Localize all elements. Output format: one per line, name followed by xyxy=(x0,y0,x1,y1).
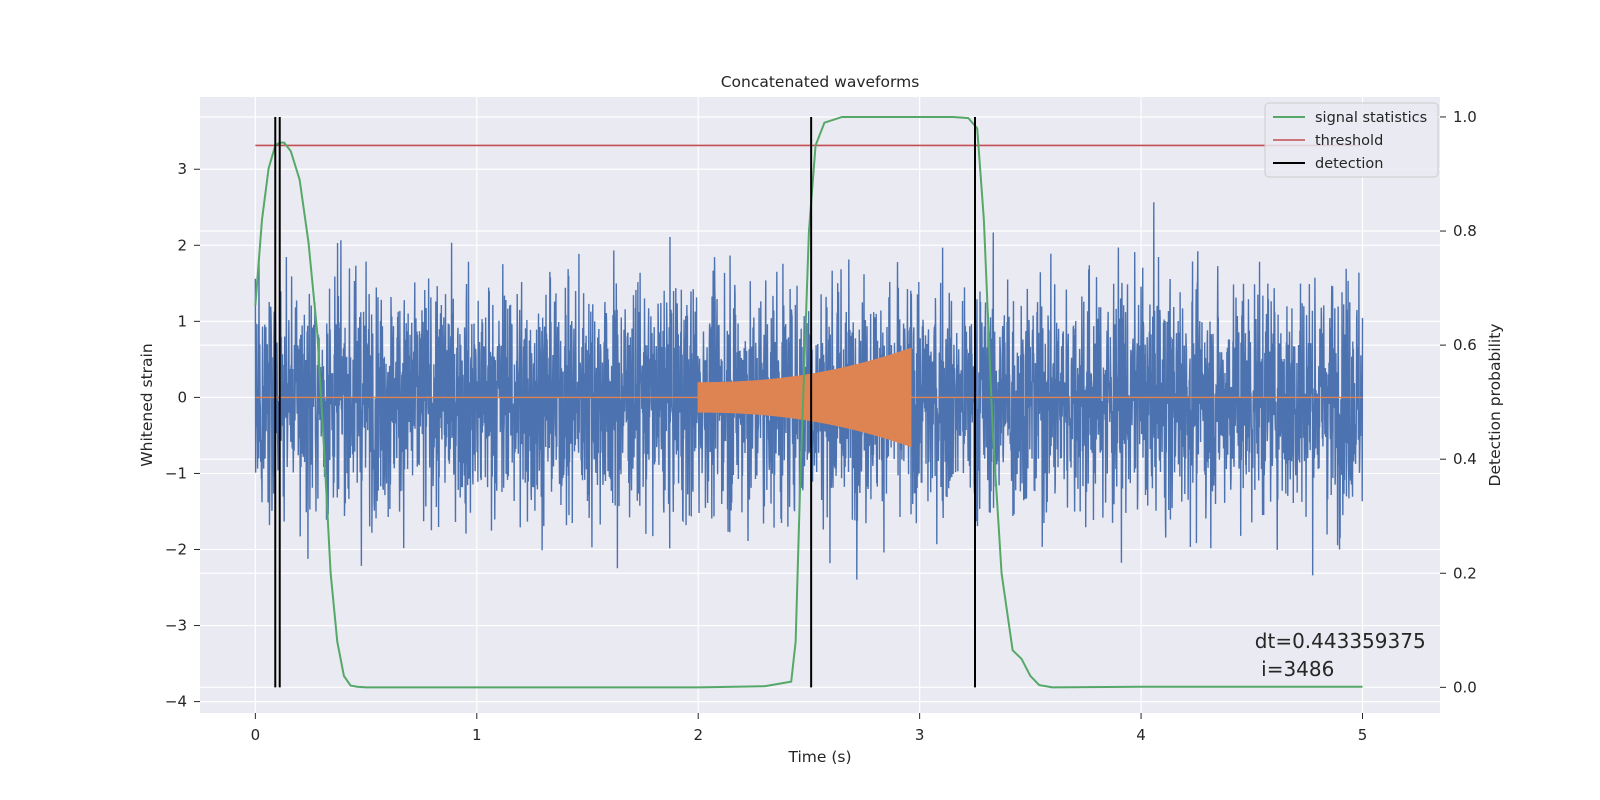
x-axis-label: Time (s) xyxy=(787,748,851,766)
y-axis-right-label: Detection probability xyxy=(1486,324,1504,487)
x-tick-label: 4 xyxy=(1136,726,1146,744)
y-tick-label: 2 xyxy=(177,236,187,254)
legend-label-signal-statistics: signal statistics xyxy=(1315,110,1427,126)
marks xyxy=(254,115,1363,689)
y-tick-label: −2 xyxy=(165,540,187,558)
y-tick-label: 1 xyxy=(177,312,187,330)
y-right-tick-label: 1.0 xyxy=(1453,108,1477,126)
legend-label-detection: detection xyxy=(1315,156,1383,172)
y-tick-label: −1 xyxy=(165,464,187,482)
y-right-tick-label: 0.2 xyxy=(1453,564,1477,582)
x-tick-label: 3 xyxy=(915,726,925,744)
x-tick-label: 0 xyxy=(251,726,261,744)
ticks: 0 1 2 3 4 5 −4 −3 −2 −1 0 1 2 3 0.0 0.2 0.4 0.6 0.8 1.0 xyxy=(165,108,1477,744)
x-tick-label: 2 xyxy=(693,726,703,744)
y-right-tick-label: 0.4 xyxy=(1453,450,1477,468)
x-tick-label: 1 xyxy=(472,726,482,744)
chart-title: Concatenated waveforms xyxy=(721,73,920,91)
legend: signal statistics threshold detection xyxy=(1264,102,1439,178)
y-tick-label: 0 xyxy=(177,388,187,406)
legend-label-threshold: threshold xyxy=(1315,133,1383,149)
annotation-dt: dt=0.443359375 xyxy=(1255,629,1426,653)
y-right-tick-label: 0.6 xyxy=(1453,336,1477,354)
annotation-index: i=3486 xyxy=(1255,657,1335,681)
y-tick-label: 3 xyxy=(177,160,187,178)
y-tick-label: −3 xyxy=(165,617,187,635)
y-tick-label: −4 xyxy=(165,693,187,711)
y-right-tick-label: 0.0 xyxy=(1453,678,1477,696)
y-axis-label: Whitened strain xyxy=(138,343,156,466)
x-tick-label: 5 xyxy=(1358,726,1368,744)
y-right-tick-label: 0.8 xyxy=(1453,222,1477,240)
legend-box xyxy=(1264,102,1439,178)
series-signal-statistics xyxy=(254,115,1363,689)
